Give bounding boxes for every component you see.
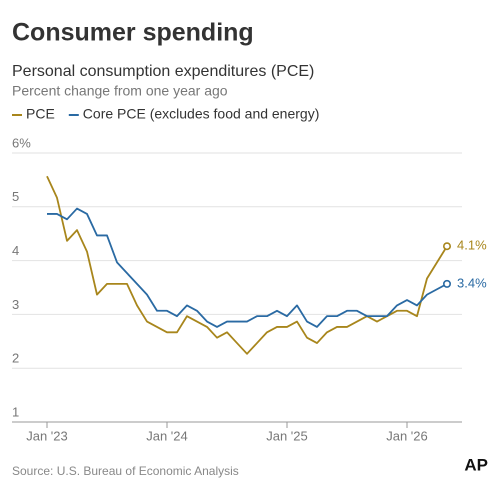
x-tick-label: Jan '23: [26, 428, 68, 443]
value-label: 3.4%: [457, 275, 487, 290]
y-tick-label: 3: [12, 297, 19, 312]
x-tick-label: Jan '24: [146, 428, 188, 443]
y-axis-label: Percent change from one year ago: [12, 83, 228, 99]
chart-title: Consumer spending: [12, 19, 254, 47]
series-line: [47, 207, 448, 328]
y-tick-label: 4: [12, 243, 19, 258]
y-tick-label: 1: [12, 404, 19, 419]
end-marker: [442, 242, 451, 251]
legend-label: PCE: [26, 106, 55, 122]
value-label: 4.1%: [457, 238, 487, 253]
source: Source: U.S. Bureau of Economic Analysis: [12, 464, 239, 478]
logo: AP: [464, 455, 488, 474]
x-tick-label: Jan '26: [386, 428, 428, 443]
y-tick-label: 6%: [12, 135, 31, 150]
end-marker: [442, 279, 451, 288]
y-tick-label: 5: [12, 189, 19, 204]
legend-label: Core PCE (excludes food and energy): [83, 106, 320, 122]
chart-subtitle: Personal consumption expenditures (PCE): [12, 63, 314, 80]
x-tick-label: Jan '25: [266, 428, 308, 443]
series-line: [46, 175, 448, 355]
y-tick-label: 2: [12, 351, 19, 366]
